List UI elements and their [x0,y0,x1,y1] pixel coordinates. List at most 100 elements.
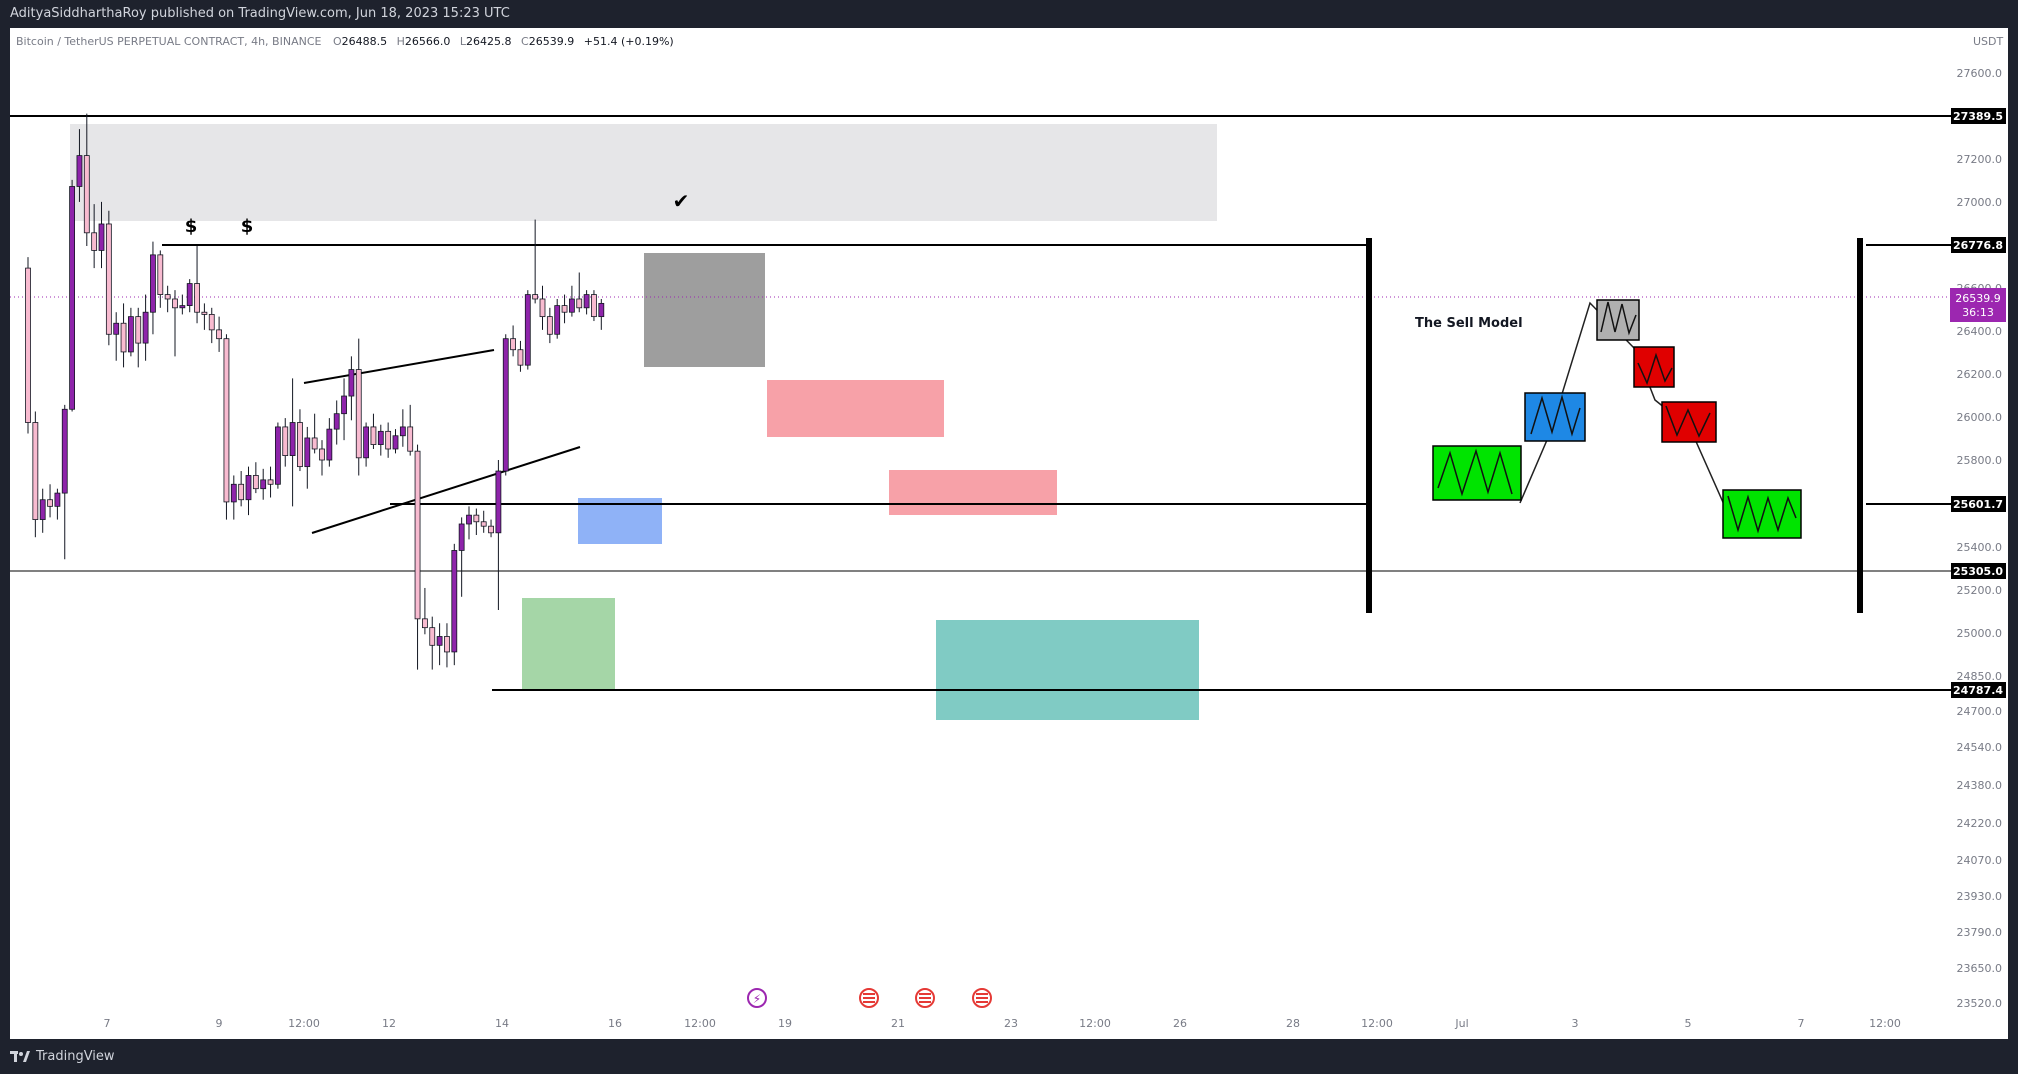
candle-bear[interactable] [297,422,303,468]
symbol-legend[interactable]: Bitcoin / TetherUS PERPETUAL CONTRACT, 4… [16,35,674,48]
candle-bull[interactable] [69,186,75,410]
candle-bear[interactable] [385,430,392,450]
candle-bull[interactable] [524,294,531,366]
candle-bear[interactable] [539,298,546,318]
candle-bear[interactable] [488,525,494,534]
candle-bull[interactable] [598,302,605,318]
candle-bear[interactable] [120,322,127,353]
candle-bear[interactable] [319,448,325,461]
candle-bear[interactable] [208,314,215,331]
candle-bull[interactable] [341,395,347,415]
candle-bear[interactable] [282,426,289,456]
candle-bear[interactable] [355,369,362,459]
candle-bull[interactable] [495,470,502,534]
candlestick-chart[interactable]: $ $ ✔ The Sell Model 27600.027400.027200… [10,28,2008,1039]
us-flag-icon[interactable] [972,988,992,1008]
candle-bear[interactable] [135,316,142,344]
candle-bear[interactable] [172,298,178,309]
chart-area[interactable]: $ $ ✔ The Sell Model 27600.027400.027200… [10,28,2008,1039]
candle-bull[interactable] [179,305,186,309]
candle-bull[interactable] [186,283,193,306]
candle-bull[interactable] [113,322,120,335]
candle-bear[interactable] [473,514,480,523]
candle-bull[interactable] [554,305,561,335]
candle-bull[interactable] [230,483,237,503]
candle-bull[interactable] [451,550,458,653]
candle-bull[interactable] [98,223,105,251]
candle-bear[interactable] [25,267,31,423]
candle-bull[interactable] [436,636,443,646]
candle-bull[interactable] [363,426,370,459]
candle-bear[interactable] [421,618,428,629]
candle-bull[interactable] [289,422,296,456]
candle-bear[interactable] [267,479,274,485]
candle-bear[interactable] [532,294,539,300]
event-markers[interactable]: ⚡ [747,988,992,1008]
candle-bear[interactable] [83,155,90,234]
price-tick-label: 25400.0 [1957,541,2003,554]
candle-bear[interactable] [370,426,377,445]
wedge-trendline-upper[interactable] [303,349,495,384]
dividend-flash-icon[interactable] [747,988,767,1008]
wedge-trendline-lower[interactable] [311,446,581,534]
candle-bull[interactable] [61,408,68,494]
candle-bull[interactable] [150,254,156,313]
tradingview-logo[interactable]: TradingView [10,1039,115,1074]
candle-bear[interactable] [164,294,171,300]
change-value: +51.4 (+0.19%) [584,35,674,48]
candle-bear[interactable] [216,329,223,340]
candle-bear[interactable] [311,437,318,450]
candle-bear[interactable] [517,349,524,366]
candle-bull[interactable] [583,294,590,309]
us-flag-icon[interactable] [915,988,935,1008]
candle-bull[interactable] [76,155,83,187]
candle-bull[interactable] [348,369,355,397]
candles-group[interactable] [25,113,605,670]
candle-bull[interactable] [466,514,472,525]
candle-bull[interactable] [128,316,134,353]
candle-bear[interactable] [591,294,597,318]
candle-bear[interactable] [32,422,39,520]
candle-bear[interactable] [238,483,245,501]
candle-bull[interactable] [54,492,61,507]
sell-model-panel[interactable]: The Sell Model [1366,238,1863,613]
price-axis[interactable]: 27600.027400.027200.027000.026800.026600… [1957,67,2003,1010]
candle-bear[interactable] [546,316,553,335]
candle-bull[interactable] [326,428,333,461]
candle-bear[interactable] [91,232,98,251]
candle-bear[interactable] [194,283,200,313]
candle-bear[interactable] [510,338,517,351]
candle-bear[interactable] [201,311,208,315]
candle-bull[interactable] [377,430,384,445]
candle-bull[interactable] [569,298,575,313]
level-tag-label: 27389.5 [1953,110,2003,123]
candle-bull[interactable] [39,499,46,520]
us-flag-icon[interactable] [859,988,879,1008]
candle-bear[interactable] [414,450,421,620]
time-axis[interactable]: 7 9 12:00 12 14 16 12:00 19 21 23 12:00 26 28 12:00 Ju… [104,1017,1901,1030]
level-tag-bg [1951,563,2006,579]
candle-bear[interactable] [223,338,230,503]
candle-bear[interactable] [47,499,53,507]
time-tick-label: 7 [104,1017,111,1030]
candle-bull[interactable] [458,523,465,551]
candle-bull[interactable] [333,413,340,430]
candle-bear[interactable] [429,627,436,646]
candle-bull[interactable] [260,479,267,490]
candle-bear[interactable] [576,298,583,309]
candle-bull[interactable] [502,338,509,472]
candle-bull[interactable] [399,426,406,437]
candle-bear[interactable] [252,475,259,490]
candle-bear[interactable] [444,636,450,653]
candle-bull[interactable] [274,426,281,485]
candle-bull[interactable] [392,435,399,450]
candle-bear[interactable] [157,254,164,295]
candle-bull[interactable] [245,475,252,501]
candle-bull[interactable] [142,311,149,344]
candle-bear[interactable] [407,426,414,452]
candle-bear[interactable] [105,223,112,335]
candle-bear[interactable] [561,305,568,313]
sell-model-title: The Sell Model [1415,316,1523,331]
candle-bear[interactable] [480,521,487,527]
candle-bull[interactable] [304,437,311,468]
